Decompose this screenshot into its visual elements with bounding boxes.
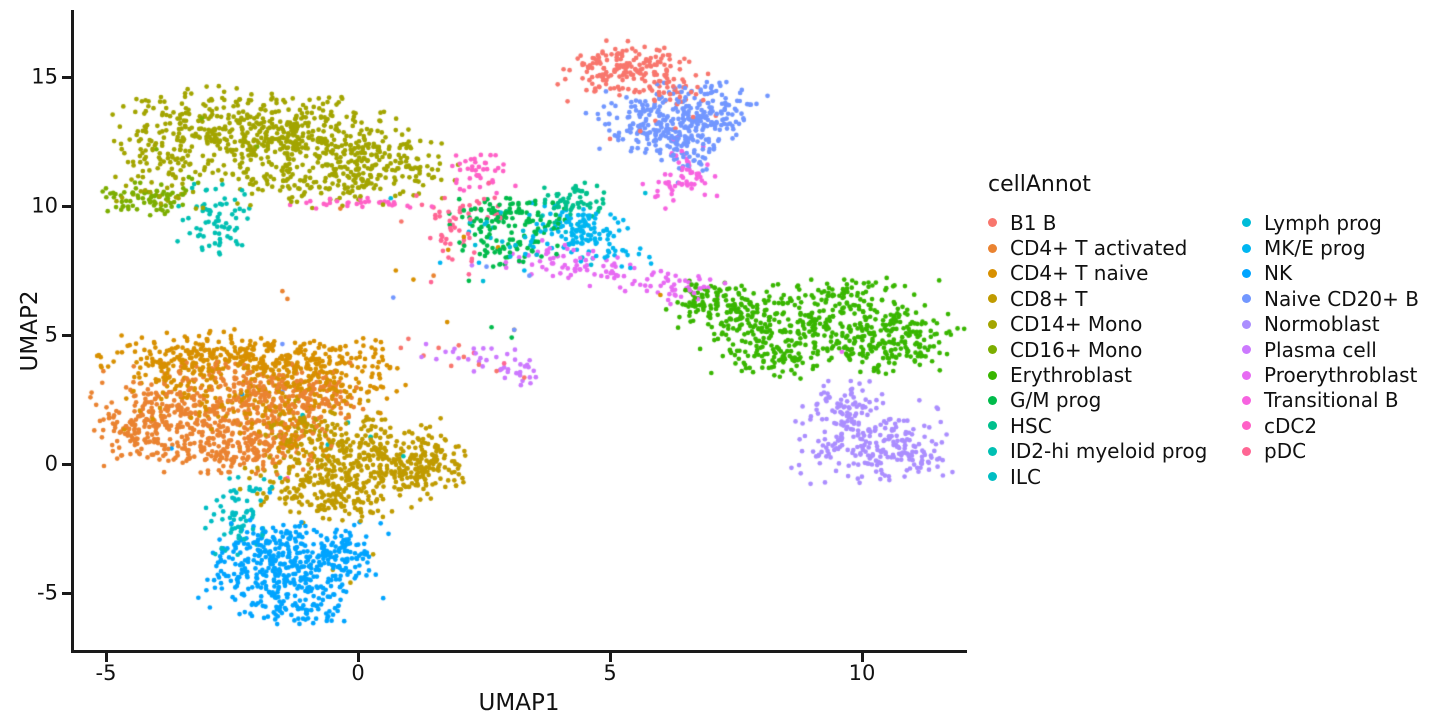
legend-item-lymph-prog: Lymph prog — [1242, 210, 1419, 235]
legend-key-dot-pdc — [1242, 446, 1251, 456]
legend-key-dot-proerythroblast — [1242, 370, 1251, 380]
legend-title: cellAnnot — [988, 172, 1091, 197]
legend-label-mk-e-prog: MK/E prog — [1264, 236, 1366, 261]
legend-label-cd14-mono: CD14+ Mono — [1010, 312, 1143, 337]
legend-item-pdc: pDC — [1242, 439, 1419, 464]
legend-item-cd4-t-activated: CD4+ T activated — [988, 235, 1242, 260]
y-tick-mark — [62, 204, 71, 208]
legend-label-b1-b: B1 B — [1010, 210, 1057, 235]
legend-key-dot-cd14-mono — [988, 319, 997, 329]
legend-item-hsc: HSC — [988, 413, 1242, 438]
y-tick-label: 5 — [44, 322, 58, 347]
legend-column-2: Lymph prog MK/E prog NK Naive CD20+ B Normob… — [1242, 210, 1419, 489]
legend: cellAnnot B1 B CD4+ T activated CD4+ T nai… — [988, 172, 1419, 489]
legend-label-ilc: ILC — [1010, 464, 1042, 489]
x-tick-mark — [608, 653, 612, 662]
legend-key-dot-g-m-prog — [988, 395, 997, 405]
legend-label-cd4-t-naive: CD4+ T naive — [1010, 261, 1149, 286]
legend-key-dot-cdc2 — [1242, 421, 1251, 431]
legend-item-cd16-mono: CD16+ Mono — [988, 337, 1242, 362]
legend-key-dot-nk — [1242, 268, 1251, 278]
y-tick-label: 10 — [31, 193, 58, 218]
legend-label-cdc2: cDC2 — [1264, 413, 1318, 438]
legend-item-mk-e-prog: MK/E prog — [1242, 235, 1419, 260]
legend-item-erythroblast: Erythroblast — [988, 362, 1242, 387]
legend-key-dot-lymph-prog — [1242, 218, 1251, 228]
y-tick-label: 0 — [44, 451, 58, 476]
legend-key-dot-normoblast — [1242, 319, 1251, 329]
legend-label-plasma-cell: Plasma cell — [1264, 337, 1377, 362]
legend-key-dot-erythroblast — [988, 370, 997, 380]
legend-item-id2-hi-myeloid-prog: ID2-hi myeloid prog — [988, 439, 1242, 464]
legend-key-dot-mk-e-prog — [1242, 243, 1251, 253]
legend-item-cdc2: cDC2 — [1242, 413, 1419, 438]
legend-item-g-m-prog: G/M prog — [988, 388, 1242, 413]
legend-key-dot-ilc — [988, 472, 997, 482]
legend-label-transitional-b: Transitional B — [1264, 388, 1399, 413]
x-tick-label: 5 — [603, 661, 617, 685]
legend-column-1: B1 B CD4+ T activated CD4+ T naive CD8+ T CD… — [988, 210, 1242, 489]
legend-label-naive-cd20-b: Naive CD20+ B — [1264, 286, 1419, 311]
legend-item-nk: NK — [1242, 261, 1419, 286]
legend-label-id2-hi-myeloid-prog: ID2-hi myeloid prog — [1010, 439, 1208, 464]
legend-label-proerythroblast: Proerythroblast — [1264, 363, 1418, 388]
legend-label-cd4-t-activated: CD4+ T activated — [1010, 236, 1188, 261]
legend-key-dot-cd8-t — [988, 294, 997, 304]
legend-label-nk: NK — [1264, 261, 1293, 286]
legend-key-dot-cd4-t-naive — [988, 268, 997, 278]
legend-label-erythroblast: Erythroblast — [1010, 363, 1133, 388]
y-tick-mark — [62, 333, 71, 337]
legend-item-naive-cd20-b: Naive CD20+ B — [1242, 286, 1419, 311]
y-axis-title: UMAP2 — [17, 290, 43, 372]
legend-key-dot-naive-cd20-b — [1242, 294, 1251, 304]
y-tick-label: -5 — [37, 580, 58, 605]
x-tick-label: 10 — [848, 661, 876, 685]
legend-item-cd14-mono: CD14+ Mono — [988, 312, 1242, 337]
y-tick-mark — [62, 462, 71, 466]
legend-item-ilc: ILC — [988, 464, 1242, 489]
y-tick-mark — [62, 591, 71, 595]
x-axis-title: UMAP1 — [478, 690, 560, 716]
legend-label-g-m-prog: G/M prog — [1010, 388, 1102, 413]
legend-label-cd8-t: CD8+ T — [1010, 286, 1088, 311]
legend-item-b1-b: B1 B — [988, 210, 1242, 235]
legend-key-dot-plasma-cell — [1242, 345, 1251, 355]
legend-item-cd4-t-naive: CD4+ T naive — [988, 261, 1242, 286]
legend-label-normoblast: Normoblast — [1264, 312, 1380, 337]
legend-key-dot-transitional-b — [1242, 395, 1251, 405]
legend-key-dot-b1-b — [988, 218, 997, 228]
legend-key-dot-hsc — [988, 421, 997, 431]
legend-label-lymph-prog: Lymph prog — [1264, 210, 1382, 235]
legend-label-hsc: HSC — [1010, 413, 1052, 438]
legend-key-dot-cd4-t-activated — [988, 243, 997, 253]
legend-key-dot-id2-hi-myeloid-prog — [988, 446, 997, 456]
legend-columns: B1 B CD4+ T activated CD4+ T naive CD8+ T CD… — [988, 210, 1419, 489]
legend-item-proerythroblast: Proerythroblast — [1242, 362, 1419, 387]
x-tick-label: 0 — [351, 661, 365, 685]
legend-item-plasma-cell: Plasma cell — [1242, 337, 1419, 362]
legend-key-dot-cd16-mono — [988, 345, 997, 355]
legend-label-pdc: pDC — [1264, 439, 1307, 464]
y-tick-label: 15 — [31, 64, 58, 89]
legend-label-cd16-mono: CD16+ Mono — [1010, 337, 1143, 362]
x-axis-line — [71, 650, 967, 653]
legend-item-cd8-t: CD8+ T — [988, 286, 1242, 311]
legend-item-transitional-b: Transitional B — [1242, 388, 1419, 413]
x-tick-label: -5 — [95, 661, 117, 685]
legend-item-normoblast: Normoblast — [1242, 312, 1419, 337]
y-tick-mark — [62, 75, 71, 79]
x-tick-mark — [356, 653, 360, 662]
y-axis-line — [71, 10, 74, 653]
x-tick-mark — [860, 653, 864, 662]
x-tick-mark — [104, 653, 108, 662]
